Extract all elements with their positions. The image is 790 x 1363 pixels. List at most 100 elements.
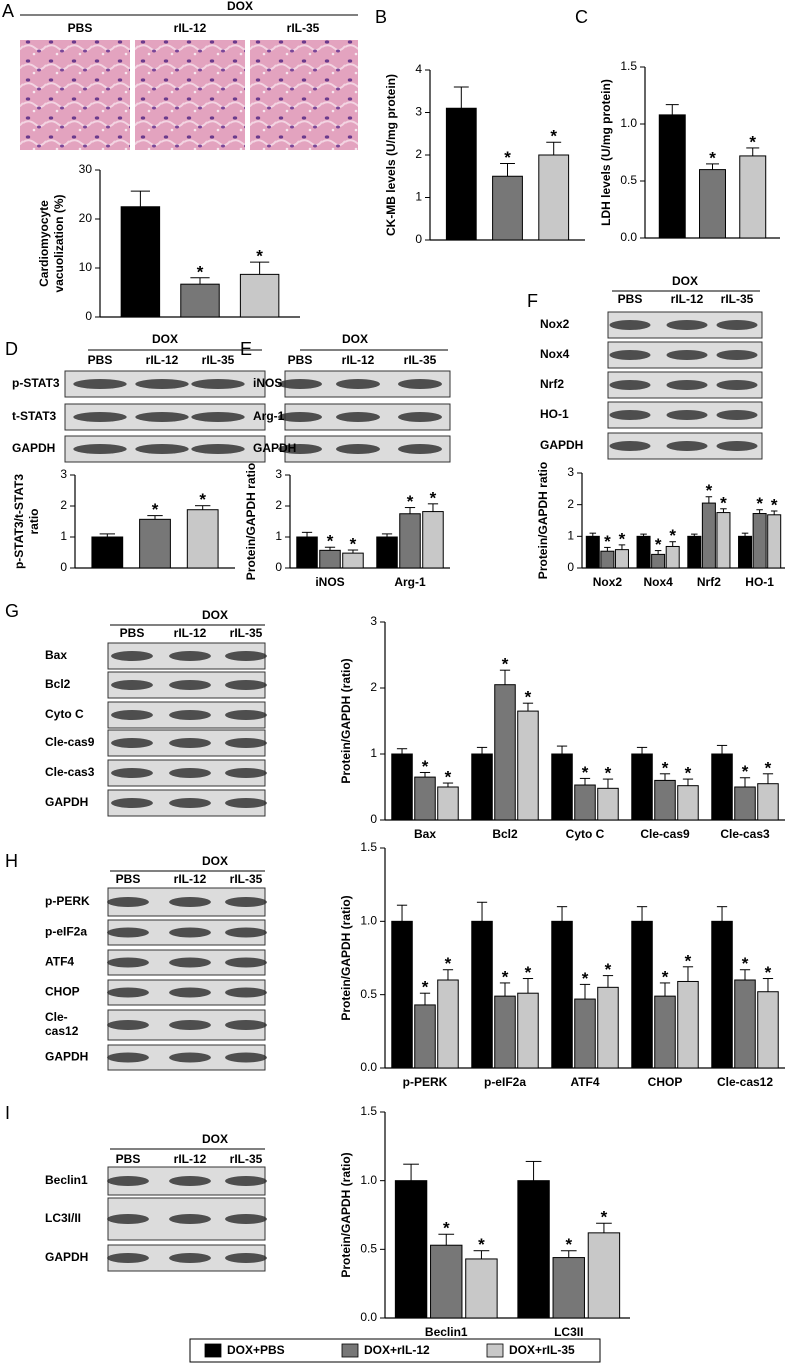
blot-band bbox=[135, 412, 189, 422]
bar bbox=[665, 545, 680, 569]
bar bbox=[422, 511, 444, 569]
bar bbox=[517, 1180, 550, 1319]
y-tick-label: 0 bbox=[85, 309, 92, 323]
error-bar bbox=[427, 503, 439, 512]
y-tick-label: 1.5 bbox=[620, 59, 637, 73]
error-bar bbox=[347, 549, 359, 554]
significance-star: * bbox=[443, 1219, 450, 1238]
bar bbox=[139, 518, 171, 569]
lane-label: rIL-35 bbox=[230, 872, 263, 886]
lane-label: rIL-12 bbox=[174, 1152, 207, 1166]
blot-band bbox=[135, 444, 189, 454]
y-tick-label: 1.0 bbox=[360, 914, 377, 928]
error-bar bbox=[665, 104, 679, 115]
y-tick-label: 0.5 bbox=[620, 173, 637, 187]
significance-star: * bbox=[720, 493, 727, 512]
panel-letter: G bbox=[5, 601, 19, 621]
x-tick-label: Cle-cas12 bbox=[717, 1075, 773, 1089]
blot-band bbox=[107, 927, 149, 938]
significance-star: * bbox=[525, 963, 532, 982]
error-bar bbox=[770, 510, 778, 515]
x-tick-label: Bax bbox=[414, 827, 436, 841]
panel-letter: A bbox=[2, 1, 14, 21]
blot-band bbox=[398, 412, 442, 422]
error-bar bbox=[746, 147, 760, 156]
bar bbox=[687, 535, 702, 569]
bar bbox=[494, 684, 516, 821]
x-tick-label: p-PERK bbox=[403, 1075, 448, 1089]
y-tick-label: 3 bbox=[275, 467, 282, 481]
blot-band bbox=[191, 412, 245, 422]
significance-star: * bbox=[605, 960, 612, 979]
group-header: DOX bbox=[152, 332, 178, 346]
blot-band bbox=[107, 1052, 149, 1063]
blot-band bbox=[169, 1253, 211, 1263]
error-bar bbox=[659, 773, 671, 781]
lane-label: rIL-12 bbox=[342, 353, 375, 367]
x-tick-label: CHOP bbox=[648, 1075, 683, 1089]
y-axis-label: CK-MB levels (U/mg protein) bbox=[384, 74, 398, 236]
y-tick-label: 1 bbox=[370, 746, 377, 760]
y-tick-label: 20 bbox=[79, 211, 93, 225]
bar bbox=[654, 779, 676, 821]
y-tick-label: 3 bbox=[60, 467, 67, 481]
y-tick-label: 3 bbox=[567, 465, 574, 479]
error-bar bbox=[301, 531, 313, 537]
y-tick-label: 30 bbox=[79, 162, 93, 176]
y-tick-label: 1 bbox=[275, 529, 282, 543]
x-tick-label: HO-1 bbox=[745, 575, 774, 589]
blot-label: GAPDH bbox=[45, 1250, 88, 1264]
significance-star: * bbox=[756, 494, 763, 513]
lane-label: PBS bbox=[88, 353, 113, 367]
blot-label: LC3I/II bbox=[45, 1211, 81, 1225]
y-axis-label: Protein/GAPDH (ratio) bbox=[339, 895, 353, 1020]
significance-star: * bbox=[350, 535, 357, 554]
legend-swatch bbox=[486, 1343, 504, 1358]
bar bbox=[600, 550, 615, 569]
significance-star: * bbox=[199, 490, 206, 509]
legend-swatch bbox=[341, 1343, 359, 1358]
error-bar bbox=[442, 969, 454, 980]
y-axis-label: vacuolization (%) bbox=[52, 194, 66, 292]
blot-band bbox=[107, 897, 149, 907]
error-bar bbox=[522, 978, 534, 994]
blot-label: p-eIF2a bbox=[45, 925, 87, 939]
bar bbox=[677, 980, 699, 1069]
blot-label: Nox2 bbox=[540, 317, 570, 331]
bar bbox=[414, 776, 436, 821]
x-tick-label: Bcl2 bbox=[492, 827, 518, 841]
error-bar bbox=[556, 906, 568, 922]
blot-label: iNOS bbox=[253, 376, 282, 390]
histology-image bbox=[250, 40, 358, 150]
error-bar bbox=[419, 992, 431, 1005]
x-tick-label: Nrf2 bbox=[697, 575, 721, 589]
x-tick-label: Nox4 bbox=[643, 575, 673, 589]
panel-letter: E bbox=[240, 339, 252, 359]
histology-image bbox=[20, 40, 130, 150]
blot-band bbox=[169, 957, 211, 968]
error-bar bbox=[473, 1250, 490, 1259]
y-tick-label: 0.5 bbox=[360, 987, 377, 1001]
blot-band bbox=[716, 320, 758, 330]
lane-label: PBS bbox=[68, 21, 93, 35]
blot-label: Bax bbox=[45, 648, 67, 662]
error-bar bbox=[739, 969, 751, 980]
error-bar bbox=[716, 906, 728, 922]
blot-band bbox=[169, 680, 211, 690]
bar bbox=[437, 979, 459, 1069]
lane-label: PBS bbox=[116, 1152, 141, 1166]
legend-label: DOX+PBS bbox=[227, 1343, 285, 1357]
error-bar bbox=[190, 277, 210, 285]
error-bar bbox=[476, 746, 488, 754]
error-bar bbox=[596, 1222, 612, 1233]
significance-star: * bbox=[422, 978, 429, 997]
bar bbox=[399, 513, 421, 569]
y-tick-label: 1.0 bbox=[360, 1173, 377, 1187]
bar bbox=[767, 514, 782, 569]
blot-label: Cyto C bbox=[45, 707, 84, 721]
significance-star: * bbox=[502, 967, 509, 986]
significance-star: * bbox=[604, 532, 611, 551]
x-tick-label: Arg-1 bbox=[394, 575, 426, 589]
bar bbox=[757, 991, 779, 1069]
error-bar bbox=[403, 1163, 419, 1181]
